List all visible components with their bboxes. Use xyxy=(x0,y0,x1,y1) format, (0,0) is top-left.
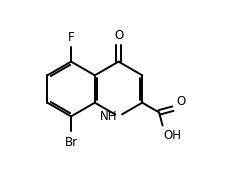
Text: O: O xyxy=(113,29,123,42)
Text: OH: OH xyxy=(163,129,181,142)
Text: O: O xyxy=(175,95,184,108)
Text: F: F xyxy=(68,31,74,44)
Text: Br: Br xyxy=(64,136,77,149)
Text: NH: NH xyxy=(100,110,117,123)
